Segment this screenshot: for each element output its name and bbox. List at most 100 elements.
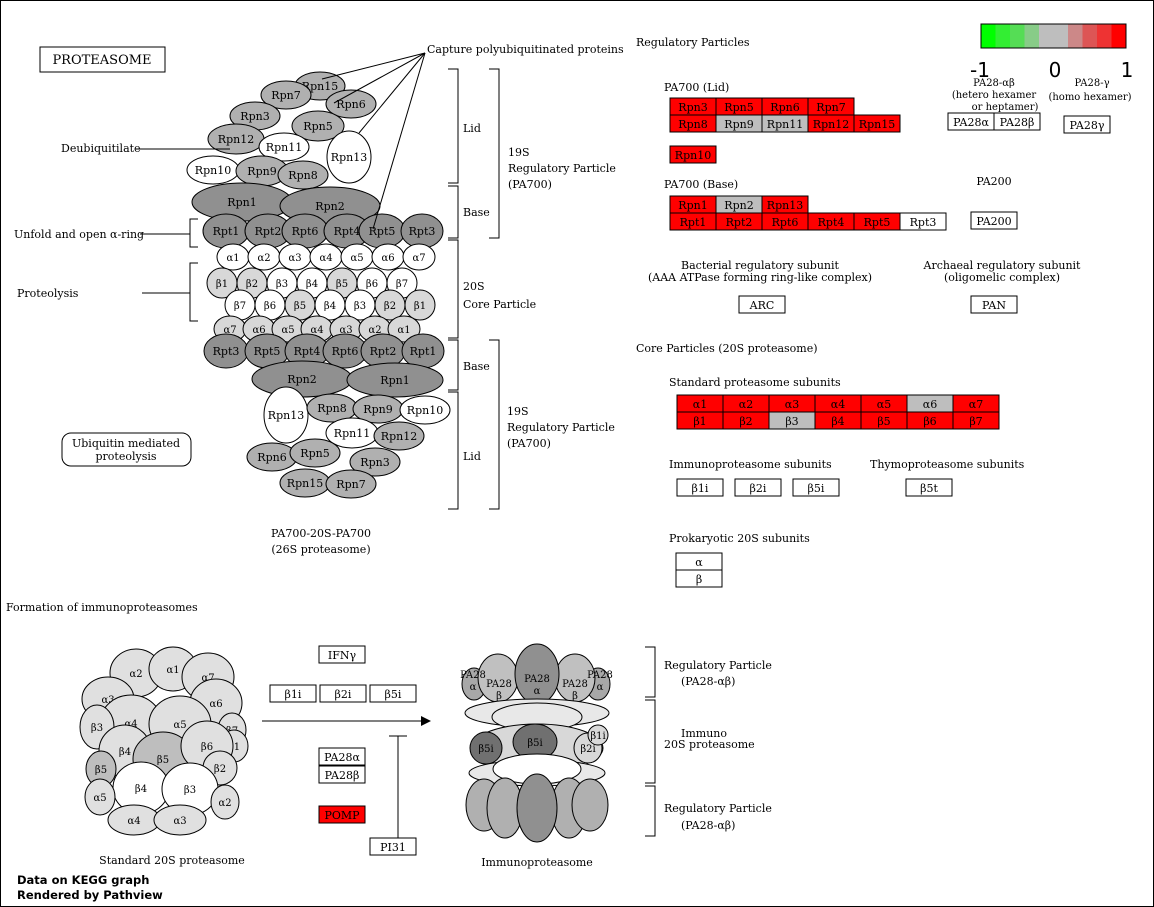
gene-box[interactable] bbox=[318, 645, 366, 664]
lower-rpn3: Rpn3 bbox=[349, 447, 401, 477]
immunoproteasome-label: Immunoproteasome bbox=[481, 856, 593, 869]
std20s-subunit-18: α2 bbox=[210, 784, 240, 820]
gene-box[interactable] bbox=[899, 212, 947, 231]
gene-rpn9[interactable]: Rpn9 bbox=[715, 114, 763, 133]
gene-box[interactable] bbox=[676, 478, 724, 497]
gene-rpn15[interactable]: Rpn15 bbox=[853, 114, 901, 133]
gene-pan[interactable]: PAN bbox=[970, 295, 1018, 314]
gene-box[interactable] bbox=[369, 837, 417, 856]
std20s-subunit-13-label: β5 bbox=[95, 765, 107, 776]
gene-pa28β[interactable]: PA28β bbox=[993, 112, 1041, 131]
beta-bottom-3: β4 bbox=[314, 289, 346, 321]
gene-rpt3[interactable]: Rpt3 bbox=[899, 212, 947, 231]
gene-β4[interactable]: β4 bbox=[814, 411, 862, 430]
gene-rpt5[interactable]: Rpt5 bbox=[853, 212, 901, 231]
std20s-subunit-0-label: α2 bbox=[129, 669, 142, 680]
gene-box[interactable] bbox=[792, 478, 840, 497]
gene-β2i[interactable]: β2i bbox=[319, 684, 367, 703]
gene-β5i[interactable]: β5i bbox=[369, 684, 417, 703]
gene-β2[interactable]: β2 bbox=[722, 411, 770, 430]
gene-rpt1[interactable]: Rpt1 bbox=[669, 212, 717, 231]
gene-box[interactable] bbox=[318, 805, 366, 824]
gene-pi31[interactable]: PI31 bbox=[369, 837, 417, 856]
gene-box[interactable] bbox=[319, 684, 367, 703]
gene-rpn6[interactable]: Rpn6 bbox=[761, 97, 809, 116]
immuno-b5i-center-label: β5i bbox=[527, 738, 542, 749]
gene-label: α2 bbox=[739, 398, 753, 411]
alpha-top-0-label: α1 bbox=[226, 253, 239, 264]
gene-box[interactable] bbox=[669, 145, 717, 164]
gene-α2[interactable]: α2 bbox=[722, 394, 770, 413]
lower-rpt2-label: Rpt2 bbox=[370, 345, 397, 358]
gene-box[interactable] bbox=[734, 478, 782, 497]
gene-β7[interactable]: β7 bbox=[952, 411, 1000, 430]
gene-box[interactable] bbox=[318, 747, 366, 766]
gene-β2i[interactable]: β2i bbox=[734, 478, 782, 497]
gene-pa28α[interactable]: PA28α bbox=[947, 112, 995, 131]
gene-β[interactable]: β bbox=[675, 569, 723, 588]
gene-α1[interactable]: α1 bbox=[676, 394, 724, 413]
gene-β5i[interactable]: β5i bbox=[792, 478, 840, 497]
unfold-label: Unfold and open α-ring bbox=[14, 228, 144, 241]
lower-rpn15: Rpn15 bbox=[279, 468, 331, 498]
gene-box[interactable] bbox=[952, 411, 1000, 430]
gene-box[interactable] bbox=[269, 684, 317, 703]
gene-α5[interactable]: α5 bbox=[860, 394, 908, 413]
gene-rpt6[interactable]: Rpt6 bbox=[761, 212, 809, 231]
gene-pa28γ[interactable]: PA28γ bbox=[1063, 115, 1111, 134]
pa28-label-4: PA28 bbox=[587, 670, 613, 681]
gene-rpn8[interactable]: Rpn8 bbox=[669, 114, 717, 133]
gene-box[interactable] bbox=[318, 765, 366, 784]
legend-swatch bbox=[981, 24, 996, 48]
gene-α7[interactable]: α7 bbox=[952, 394, 1000, 413]
gene-box[interactable] bbox=[970, 211, 1018, 230]
gene-β6[interactable]: β6 bbox=[906, 411, 954, 430]
gene-box[interactable] bbox=[1063, 115, 1111, 134]
prokaryotic-title: Prokaryotic 20S subunits bbox=[669, 532, 810, 545]
gene-pa28β[interactable]: PA28β bbox=[318, 765, 366, 784]
gene-rpn11[interactable]: Rpn11 bbox=[761, 114, 809, 133]
alpha-bottom-6: α1 bbox=[387, 315, 421, 343]
gene-rpn10[interactable]: Rpn10 bbox=[669, 145, 717, 164]
gene-box[interactable] bbox=[738, 295, 786, 314]
gene-rpn3[interactable]: Rpn3 bbox=[669, 97, 717, 116]
gene-box[interactable] bbox=[970, 295, 1018, 314]
gene-box[interactable] bbox=[993, 112, 1041, 131]
gene-box[interactable] bbox=[905, 478, 953, 497]
gene-rpn13[interactable]: Rpn13 bbox=[761, 195, 809, 214]
alpha-top-6-shape bbox=[402, 243, 436, 271]
gene-box[interactable] bbox=[675, 569, 723, 588]
gene-pa28α[interactable]: PA28α bbox=[318, 747, 366, 766]
gene-ifnγ[interactable]: IFNγ bbox=[318, 645, 366, 664]
lower-rpn13: Rpn13 bbox=[263, 386, 309, 444]
gene-α3[interactable]: α3 bbox=[768, 394, 816, 413]
gene-α6[interactable]: α6 bbox=[906, 394, 954, 413]
gene-α[interactable]: α bbox=[675, 552, 723, 571]
gene-β1i[interactable]: β1i bbox=[269, 684, 317, 703]
gene-rpn1[interactable]: Rpn1 bbox=[669, 195, 717, 214]
std20s-subunit-19: α4 bbox=[107, 804, 161, 836]
gene-pa200[interactable]: PA200 bbox=[970, 211, 1018, 230]
gene-label: Rpn15 bbox=[859, 118, 895, 131]
gene-rpn7[interactable]: Rpn7 bbox=[807, 97, 855, 116]
gene-α4[interactable]: α4 bbox=[814, 394, 862, 413]
gene-label: β3 bbox=[785, 415, 798, 428]
upper-rpt2-label: Rpt2 bbox=[255, 225, 282, 238]
gene-β5t[interactable]: β5t bbox=[905, 478, 953, 497]
gene-box[interactable] bbox=[853, 114, 901, 133]
gene-β5[interactable]: β5 bbox=[860, 411, 908, 430]
gene-pomp[interactable]: POMP bbox=[318, 805, 366, 824]
gene-rpt2[interactable]: Rpt2 bbox=[715, 212, 763, 231]
immuno-b5i-center: β5i bbox=[512, 723, 558, 761]
gene-rpt4[interactable]: Rpt4 bbox=[807, 212, 855, 231]
gene-β1i[interactable]: β1i bbox=[676, 478, 724, 497]
gene-arc[interactable]: ARC bbox=[738, 295, 786, 314]
gene-β1[interactable]: β1 bbox=[676, 411, 724, 430]
gene-box[interactable] bbox=[369, 684, 417, 703]
gene-β3[interactable]: β3 bbox=[768, 411, 816, 430]
gene-rpn5[interactable]: Rpn5 bbox=[715, 97, 763, 116]
gene-rpn2[interactable]: Rpn2 bbox=[715, 195, 763, 214]
lower-rpn9: Rpn9 bbox=[352, 394, 404, 424]
ubiquitin-proteolysis-link[interactable] bbox=[61, 432, 192, 467]
gene-rpn12[interactable]: Rpn12 bbox=[807, 114, 855, 133]
